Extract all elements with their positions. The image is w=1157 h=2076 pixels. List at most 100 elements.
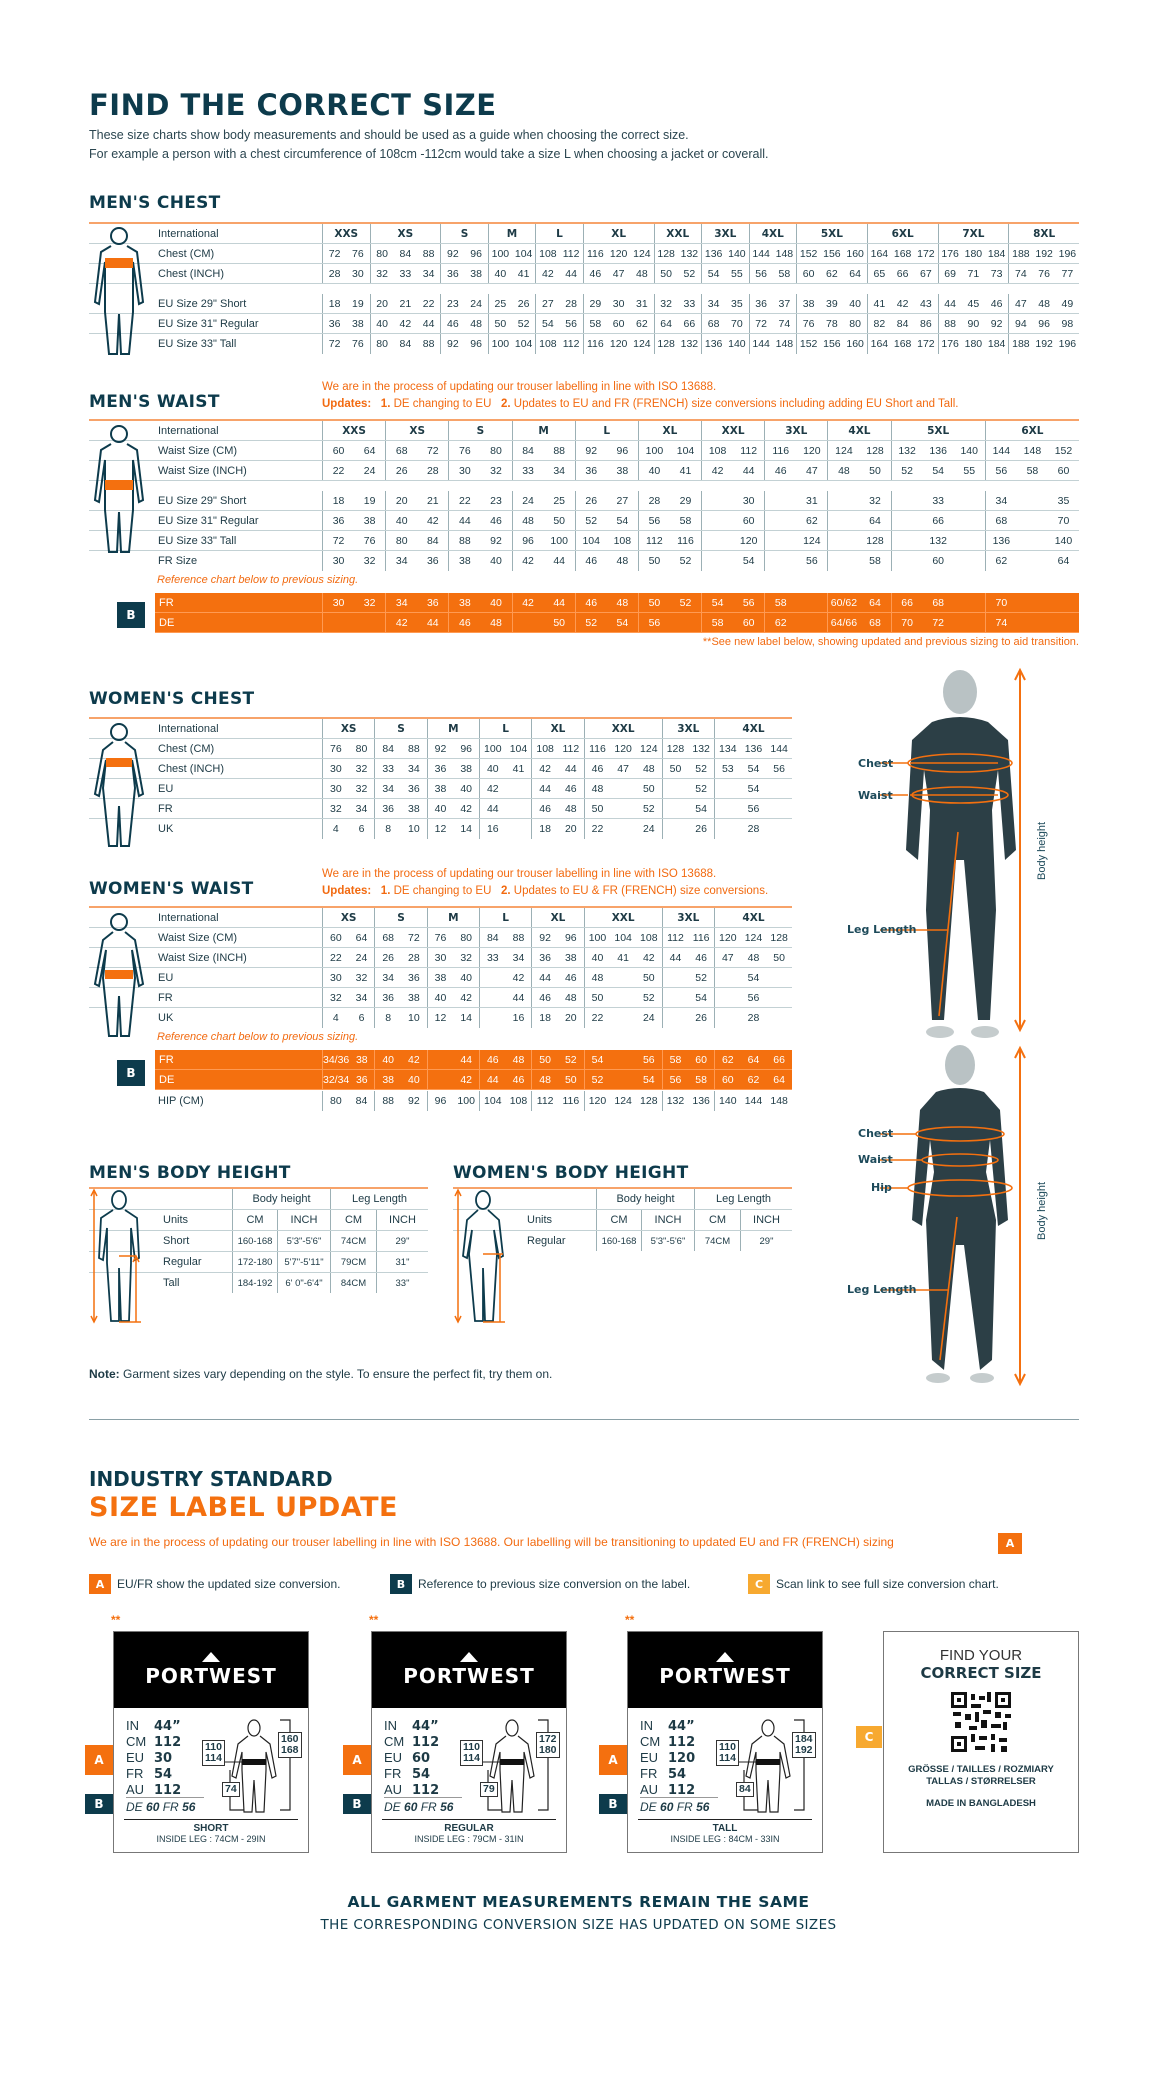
- value-cell: 32: [355, 762, 368, 775]
- value-cell: 40: [490, 555, 502, 567]
- value-cell: 42: [399, 317, 412, 330]
- size-group: 26 28: [385, 461, 448, 480]
- badge-a: A: [89, 1574, 111, 1594]
- table-row: Chest (CM) 72 76 80 84 88 92 96 100 104 108 112 116 1…: [89, 244, 1079, 264]
- value-cell: 44: [539, 971, 551, 984]
- value-cell: 18: [332, 494, 345, 507]
- value-cell: 38: [564, 951, 577, 964]
- value-cell: 48: [747, 951, 760, 964]
- value-cell: 100: [457, 1095, 475, 1107]
- size-group: 42: [478, 968, 531, 987]
- value-cell: 38: [363, 514, 376, 527]
- size-label: L: [603, 424, 611, 437]
- value-cell: 136: [992, 534, 1011, 547]
- womens-body-height-title: WOMEN'S BODY HEIGHT: [453, 1163, 689, 1183]
- value-cell: 77: [1061, 267, 1074, 280]
- mens-chest-title: MEN'S CHEST: [89, 193, 221, 213]
- value-cell: 70: [731, 317, 743, 330]
- industry-standard-kicker: INDUSTRY STANDARD: [89, 1467, 333, 1491]
- cell: 31": [376, 1252, 428, 1272]
- value-cell: 124: [744, 931, 763, 944]
- note-label: Note:: [89, 1367, 120, 1381]
- size-label: XXL: [611, 911, 635, 924]
- value-cell: 28: [565, 297, 577, 310]
- unit-cell: CM: [232, 1210, 277, 1230]
- value-cell: 48: [1038, 297, 1050, 310]
- label-update-notice: We are in the process of updating our tr…: [89, 1535, 894, 1549]
- value-cell: 36: [447, 267, 459, 280]
- size-group: 76 78 80: [796, 314, 867, 333]
- value-cell: 47: [612, 267, 625, 280]
- womens-body-height-table: Body height Leg Length Units CM INCH CM INCH …: [453, 1187, 792, 1251]
- value-cell: 40: [382, 1053, 394, 1066]
- header-row: International XS S M L XL XXL 3XL 4XL: [89, 719, 792, 739]
- size-group: 56: [713, 988, 792, 1007]
- size-label: XXL: [721, 424, 745, 437]
- value-cell: 96: [470, 338, 482, 350]
- value-cell: 66: [896, 267, 909, 280]
- value-cell: 136: [692, 1095, 710, 1107]
- size-group: 8 10: [374, 819, 426, 839]
- update-2-number: 2.: [501, 885, 511, 897]
- value-cell: 108: [539, 338, 557, 350]
- row-label: Waist Size (INCH): [158, 951, 247, 964]
- qr-code-icon[interactable]: [951, 1692, 1011, 1752]
- value-cell: 54: [742, 555, 755, 567]
- size-group: XS: [385, 421, 448, 440]
- value-cell: 72: [332, 534, 345, 547]
- leg-box: 74: [222, 1782, 240, 1797]
- qr-languages-1: GRÖSSE / TAILLES / ROZMIARY: [908, 1764, 1054, 1775]
- size-group: 69 71 73: [937, 264, 1009, 283]
- value-cell: 26: [585, 494, 598, 507]
- value-cell: 52: [585, 616, 598, 629]
- size-label: 4XL: [742, 911, 765, 924]
- value-cell: 168: [893, 338, 912, 350]
- label-body-figure-icon: [222, 1719, 291, 1813]
- value-cell: 8: [385, 823, 392, 835]
- size-group: M: [511, 421, 575, 440]
- table-row: DE 42 44 46 48 50 52 54 56 58 60 62 64/66 68 70 72 74: [155, 613, 1079, 633]
- legend-item-b: B Reference to previous size conversion o…: [390, 1574, 690, 1594]
- value-cell: 35: [731, 297, 743, 310]
- value-cell: 120: [609, 338, 628, 350]
- height-box: 160 168: [278, 1732, 302, 1758]
- value-cell: 46: [990, 297, 1003, 310]
- value-cell: 80: [355, 742, 368, 755]
- value-cell: 60: [1057, 464, 1070, 477]
- value-cell: 46: [564, 782, 577, 795]
- size-group: 18 20: [531, 819, 583, 839]
- row-label: HIP (CM): [158, 1095, 204, 1107]
- value-cell: 42: [395, 616, 408, 629]
- size-group: 40 41 42: [583, 948, 662, 967]
- size-group: 40 41: [637, 461, 701, 480]
- size-group: 48 50: [511, 511, 575, 530]
- updates-label: Updates:: [322, 398, 372, 410]
- value-cell: 24: [355, 951, 368, 964]
- value-cell: 16: [512, 1012, 525, 1024]
- size-group: 40 41: [487, 264, 536, 283]
- value-cell: 144: [752, 247, 770, 260]
- size-group: 134 136 144: [713, 739, 792, 758]
- cell: 160-168: [596, 1231, 641, 1251]
- value-cell: 33: [486, 951, 499, 964]
- size-group: 164 168 172: [866, 334, 938, 354]
- value-cell: 96: [434, 1095, 447, 1107]
- value-cell: 36: [382, 802, 394, 815]
- value-cell: 156: [823, 338, 841, 350]
- previous-size-line: DE 60 FR 56: [384, 1797, 462, 1814]
- value-cell: 176: [941, 247, 959, 260]
- row-label: UK: [158, 1012, 174, 1024]
- value-cell: 72: [328, 247, 341, 260]
- value-cell: 38: [459, 555, 471, 567]
- size-group: 34 35: [984, 491, 1079, 510]
- value-cell: 33: [683, 297, 696, 310]
- size-group: 80 84 88: [369, 244, 441, 263]
- inside-leg: INSIDE LEG : 79CM - 31IN: [414, 1834, 524, 1844]
- value-cell: 84: [522, 444, 534, 457]
- value-cell: 48: [490, 616, 502, 629]
- row-label: International: [158, 424, 219, 437]
- size-group: 5XL: [890, 421, 985, 440]
- size-group: 40 42: [426, 799, 479, 818]
- value-cell: 30: [742, 494, 755, 507]
